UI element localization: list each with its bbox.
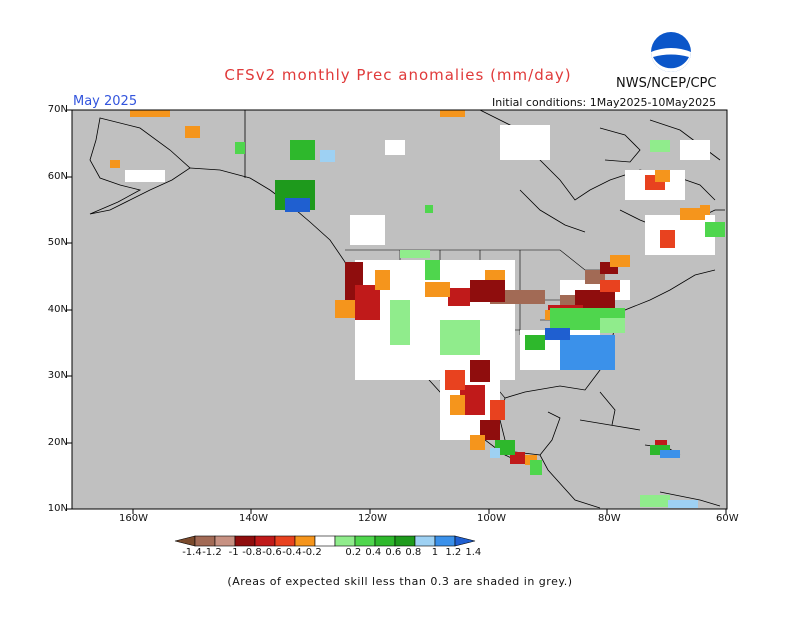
- colorbar-swatch: [314, 535, 336, 547]
- lon-label-160w: 160W: [119, 513, 148, 524]
- lat-label-10n: 10N: [47, 503, 68, 514]
- axis-ticks: [66, 109, 727, 514]
- colorbar-swatch: [234, 535, 256, 547]
- colorbar-label: 0.2: [345, 547, 362, 558]
- colorbar-swatch: [334, 535, 356, 547]
- lon-label-60w: 60W: [716, 513, 739, 524]
- colorbar-swatch: [354, 535, 376, 547]
- lon-label-80w: 80W: [598, 513, 621, 524]
- colorbar-swatch: [274, 535, 296, 547]
- footnote: (Areas of expected skill less than 0.3 a…: [227, 575, 573, 588]
- colorbar-swatch: [394, 535, 416, 547]
- lat-label-50n: 50N: [47, 237, 68, 248]
- colorbar-label: 0.4: [365, 547, 382, 558]
- colorbar-label: -0.6: [262, 547, 282, 558]
- lat-label-20n: 20N: [47, 437, 68, 448]
- colorbar-arrow-right: [454, 535, 476, 547]
- lon-label-120w: 120W: [358, 513, 387, 524]
- chart-title: CFSv2 monthly Prec anomalies (mm/day): [224, 66, 572, 84]
- colorbar-label: -0.2: [302, 547, 322, 558]
- colorbar-swatch: [434, 535, 456, 547]
- lat-label-40n: 40N: [47, 304, 68, 315]
- colorbar-label: 1: [431, 547, 439, 558]
- colorbar-swatch: [194, 535, 216, 547]
- initial-conditions: Initial conditions: 1May2025-10May2025: [492, 96, 717, 109]
- colorbar-swatch: [414, 535, 436, 547]
- colorbar-label: -1: [228, 547, 239, 558]
- colorbar-swatch: [374, 535, 396, 547]
- colorbar-swatch: [254, 535, 276, 547]
- colorbar-label: 0.6: [385, 547, 402, 558]
- colorbar-label: 1.4: [465, 547, 482, 558]
- colorbar-label: 0.8: [405, 547, 422, 558]
- lat-label-70n: 70N: [47, 104, 68, 115]
- colorbar-label: 1.2: [445, 547, 462, 558]
- lat-label-30n: 30N: [47, 370, 68, 381]
- colorbar-label: -1.4: [182, 547, 202, 558]
- colorbar-swatch: [294, 535, 316, 547]
- lon-label-140w: 140W: [239, 513, 268, 524]
- colorbar-label: -1.2: [202, 547, 222, 558]
- lon-label-100w: 100W: [477, 513, 506, 524]
- lat-label-60n: 60N: [47, 171, 68, 182]
- colorbar-label: -0.4: [282, 547, 302, 558]
- agency-label: NWS/NCEP/CPC: [616, 76, 717, 91]
- colorbar-label: -0.8: [242, 547, 262, 558]
- month-label: May 2025: [73, 94, 138, 109]
- noaa-logo: [651, 32, 691, 72]
- colorbar: [174, 535, 476, 547]
- colorbar-arrow-left: [174, 535, 196, 547]
- colorbar-swatch: [214, 535, 236, 547]
- anomaly-patches: [110, 110, 725, 508]
